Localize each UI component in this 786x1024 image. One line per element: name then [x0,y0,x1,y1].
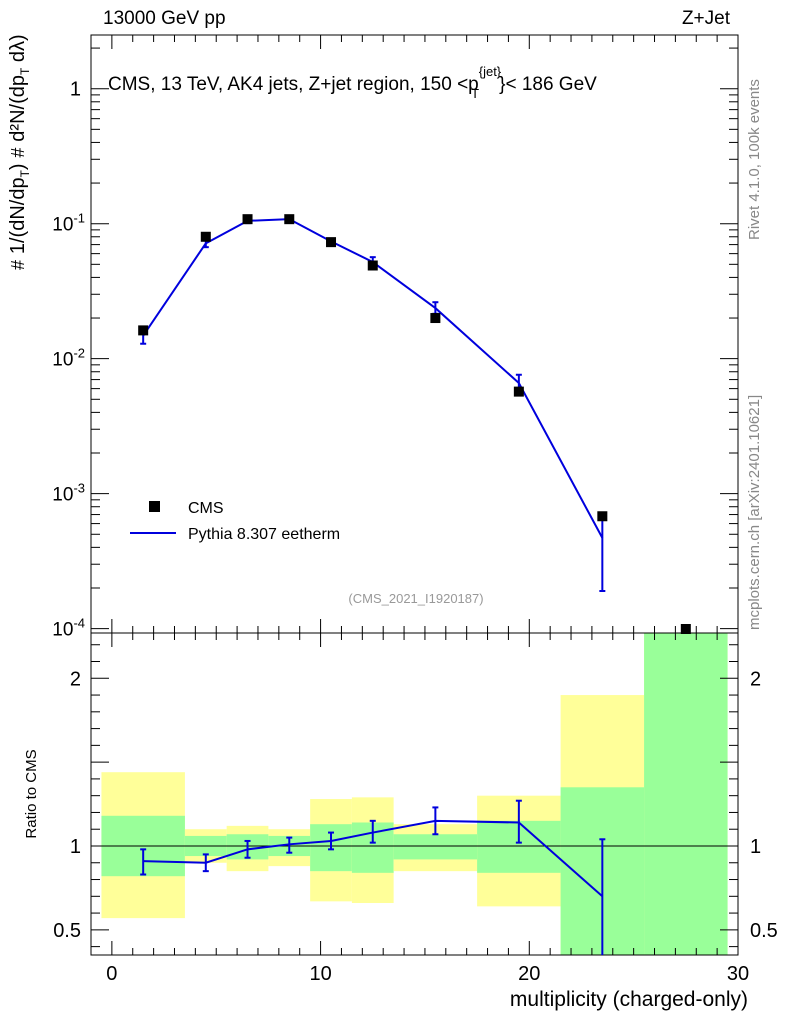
main-y-tick-label: 1 [70,79,81,101]
cms-marker [138,325,149,336]
header-right: Z+Jet [681,8,730,29]
chart-marks [90,35,739,955]
cms-marker [597,511,608,522]
main-y-tick-label: 10-3 [52,481,85,506]
ratio-frame [90,632,739,956]
ratio-y-axis-title: Ratio to CMS [23,749,40,838]
main-y-tick-label: 10-1 [52,211,85,236]
cms-marker [284,214,295,225]
cms-marker [513,386,524,397]
x-tick-label: 10 [309,963,331,985]
ratio-band-inner-6 [393,834,478,860]
legend-mc-label: Pythia 8.307 eetherm [188,526,340,543]
cms-marker [680,624,691,634]
ratio-y-tick-label-right: 2 [750,668,761,690]
x-tick-label: 20 [518,963,540,985]
ratio-y-tick-label-left: 0.5 [53,920,81,942]
ratio-y-tick-label-right: 0.5 [750,920,778,942]
ratio-y-tick-label-right: 1 [750,836,761,858]
x-axis-title: multiplicity (charged-only) [510,988,748,1011]
cms-marker [367,260,378,271]
cms-marker [200,231,211,242]
ratio-y-tick-label-left: 2 [70,668,81,690]
watermark: (CMS_2021_I1920187) [348,591,483,606]
main-y-tick-label: 10-2 [52,346,85,371]
cms-marker [242,214,253,225]
header-left: 13000 GeV pp [103,8,226,29]
ratio-y-tick-label-left: 1 [70,836,81,858]
legend-cms-marker [149,501,160,512]
main-frame [90,34,739,634]
main-y-tick-label: 10-4 [52,616,85,641]
ratio-panel [90,632,739,956]
cms-marker [430,313,441,324]
x-tick-label: 30 [727,963,749,985]
plot-title: CMS, 13 TeV, AK4 jets, Z+jet region, 150… [108,64,597,101]
main-panel [90,34,739,634]
legend-cms-label: CMS [188,500,224,517]
x-tick-label: 0 [106,963,117,985]
cms-marker [326,237,337,248]
ratio-band-inner-9 [644,633,728,955]
